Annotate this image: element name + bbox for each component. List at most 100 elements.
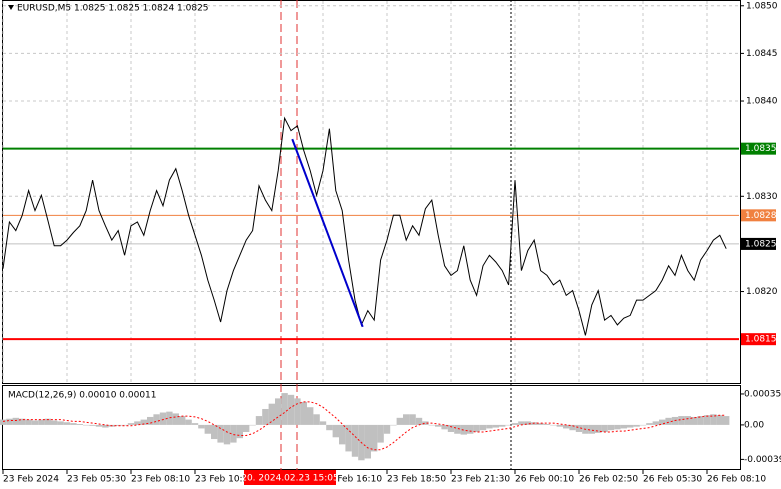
macd-bar	[543, 424, 551, 425]
macd-bar	[294, 398, 301, 425]
macd-bar	[511, 423, 519, 425]
macd-bar	[217, 424, 224, 443]
macd-bar	[377, 424, 384, 443]
macd-bar	[102, 424, 109, 428]
macd-bar	[249, 424, 256, 426]
macd-bar	[639, 424, 647, 426]
macd-bar	[550, 424, 557, 426]
macd-bar	[614, 424, 621, 430]
y-tick-label: 1.0850	[746, 1, 778, 11]
x-tick-label: 26 Feb 05:30	[643, 475, 702, 485]
macd-bar	[345, 424, 352, 452]
macd-bar	[307, 407, 314, 425]
macd-bar	[505, 424, 512, 426]
level-label: 1.0828	[745, 211, 777, 221]
macd-bar	[76, 424, 83, 425]
macd-bar	[454, 424, 461, 434]
level-label: 1.0825	[745, 239, 777, 249]
macd-bar	[435, 424, 442, 427]
macd-bar	[89, 424, 96, 426]
macd-bar	[422, 421, 429, 425]
y-tick-label: -0.00039	[744, 455, 781, 465]
macd-bar	[0, 419, 7, 425]
macd-bar	[127, 423, 135, 425]
macd-bar	[44, 418, 51, 425]
macd-bar	[659, 419, 666, 425]
macd-bar	[428, 424, 435, 426]
macd-bar	[646, 423, 653, 425]
macd-bar	[371, 424, 378, 452]
x-tick-label: 26 Feb 00:10	[515, 475, 574, 485]
macd-bar	[479, 424, 487, 431]
macd-bar	[243, 424, 250, 432]
macd-bar	[678, 416, 685, 425]
macd-bar	[134, 421, 141, 425]
macd-bar	[409, 414, 416, 425]
macd-bar	[697, 416, 704, 425]
macd-bar	[710, 414, 717, 425]
macd-bar	[191, 423, 199, 425]
macd-bar	[313, 414, 320, 425]
macd-bar	[588, 424, 595, 434]
y-tick-label: 0.00	[744, 420, 764, 430]
macd-bar	[275, 398, 282, 425]
x-tick-label: 23 Feb 05:30	[67, 475, 126, 485]
macd-bar	[556, 424, 563, 427]
level-label-box	[741, 237, 776, 250]
macd-bar	[204, 424, 211, 434]
macd-bar	[620, 424, 627, 429]
macd-bar	[179, 416, 186, 425]
macd-bar	[575, 424, 583, 432]
macd-bar	[723, 416, 730, 425]
macd-bar	[716, 415, 723, 425]
macd-bar	[326, 424, 333, 431]
x-tick-label: 23 Feb 2024	[3, 475, 59, 485]
macd-bar	[473, 424, 480, 432]
title-icon	[8, 5, 14, 10]
macd-bar	[223, 424, 231, 445]
macd-bar	[383, 424, 391, 434]
trend-line	[291, 138, 364, 328]
macd-frame	[2, 385, 741, 470]
x-tick-label: 23 Feb 08:10	[131, 475, 190, 485]
x-tick-label: 23 Feb 21:30	[451, 475, 510, 485]
macd-bar	[19, 418, 26, 425]
y-tick-label: 0.00035	[744, 389, 781, 399]
y-tick-label: 1.0830	[746, 192, 778, 202]
level-label: 1.0835	[745, 144, 777, 154]
macd-bar	[57, 421, 64, 425]
level-label: 1.0815	[745, 335, 777, 345]
macd-bar	[236, 424, 243, 439]
macd-bar	[6, 418, 13, 425]
macd-title: MACD(12,26,9) 0.00010 0.00011	[8, 391, 157, 401]
macd-bar	[390, 424, 397, 426]
macd-bar	[339, 424, 346, 445]
macd-bar	[159, 412, 167, 425]
macd-bar	[51, 420, 58, 425]
x-tick-label: 23 Feb 10:50	[195, 475, 254, 485]
signal-line	[2, 401, 727, 451]
macd-bar	[31, 420, 39, 425]
macd-bar	[703, 415, 711, 425]
macd-bar	[351, 424, 359, 457]
macd-bar	[684, 416, 691, 425]
macd-bar	[12, 417, 19, 425]
macd-bar	[185, 419, 192, 425]
macd-bar	[499, 424, 506, 427]
macd-bar	[63, 422, 71, 425]
macd-bar	[403, 414, 410, 425]
macd-bar	[633, 424, 640, 427]
y-tick-label: 1.0840	[746, 97, 778, 107]
macd-bar	[665, 417, 672, 425]
macd-bar	[447, 424, 455, 432]
macd-bar	[262, 408, 269, 425]
chart-title: EURUSD,M5 1.0825 1.0825 1.0824 1.0825	[17, 4, 209, 14]
macd-bar	[38, 419, 45, 425]
macd-bar	[595, 424, 602, 433]
price-line	[2, 116, 727, 336]
macd-bar	[121, 424, 128, 426]
macd-bar	[524, 421, 531, 425]
macd-bar	[83, 424, 90, 426]
macd-bar	[518, 421, 525, 425]
